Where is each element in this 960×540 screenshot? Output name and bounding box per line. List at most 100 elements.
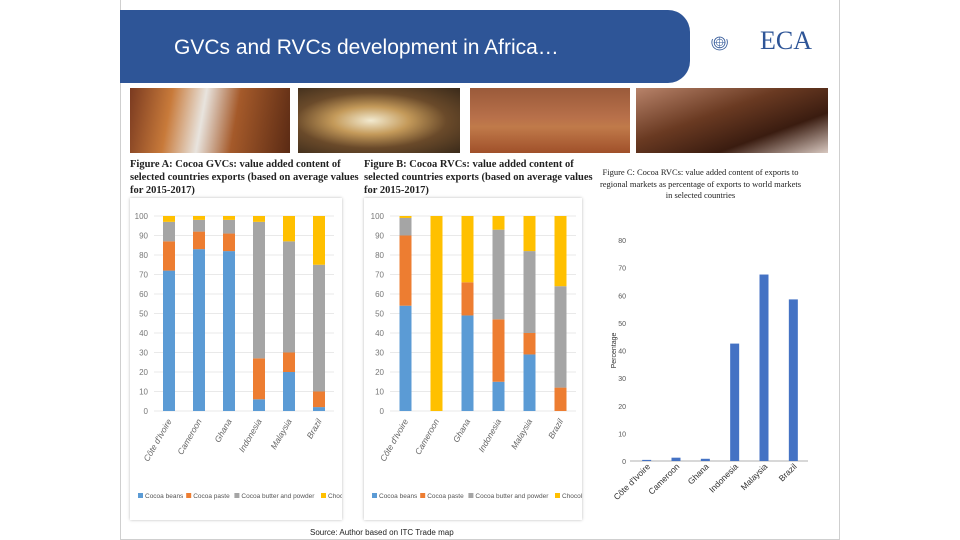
y-tick-label: 40 (375, 329, 384, 338)
bar-segment (492, 216, 505, 230)
bar-segment (523, 251, 536, 333)
bar-segment (253, 399, 265, 411)
x-category-label: Indonesia (476, 417, 503, 454)
y-axis-label: Percentage (611, 332, 618, 368)
y-tick-label: 10 (139, 388, 148, 397)
x-category-label: Cameroon (646, 461, 681, 496)
x-category-label: Cameroon (175, 417, 204, 457)
y-tick-label: 10 (375, 388, 384, 397)
y-tick-label: 0 (144, 407, 149, 416)
figure-a-panel: 0 10 20 30 40 50 60 70 80 90 100 Côte d'Ivoire Camer… (130, 198, 358, 520)
y-tick-label: 80 (139, 251, 148, 260)
cocoa-beans-powder-photo (470, 88, 630, 153)
bar-segment (492, 229, 505, 320)
legend-label: Cocoa beans (379, 493, 418, 500)
y-tick-label: 80 (375, 251, 384, 260)
bar-segment (430, 216, 443, 411)
bar-segment (193, 219, 205, 232)
bar-segment (399, 217, 412, 236)
bar-segment (492, 381, 505, 411)
legend-swatch (468, 493, 474, 498)
bar-segment (492, 319, 505, 382)
bar-segment (163, 221, 175, 242)
bar-segment (523, 333, 536, 355)
y-tick-label: 70 (139, 271, 148, 280)
y-tick-label: 20 (618, 404, 626, 411)
bar-segment (461, 282, 474, 316)
bar-segment (193, 216, 205, 220)
bar (730, 343, 740, 461)
y-tick-label: 100 (135, 212, 149, 221)
bar (788, 299, 798, 461)
bar-segment (461, 216, 474, 283)
y-tick-label: 60 (375, 290, 384, 299)
un-emblem-icon (711, 36, 728, 51)
y-tick-label: 30 (375, 349, 384, 358)
legend-swatch (186, 493, 192, 498)
slide-title: GVCs and RVCs development in Africa… (174, 36, 559, 59)
x-category-label: Côte d'Ivoire (611, 461, 652, 502)
bar-segment (253, 221, 265, 359)
y-tick-label: 90 (139, 232, 148, 241)
y-tick-label: 20 (139, 368, 148, 377)
figure-b-panel: 0 10 20 30 40 50 60 70 80 90 100 Côte d'Ivoire Camer… (364, 198, 592, 520)
bar-segment (283, 241, 295, 353)
y-tick-label: 50 (375, 310, 384, 319)
bar-segment (163, 270, 175, 411)
legend-label: Cocoa paste (427, 493, 464, 500)
bar-segment (399, 235, 412, 306)
bar-segment (223, 251, 235, 411)
figure-c-caption: Figure C: Cocoa RVCs: value added conten… (599, 167, 802, 200)
bar-segment (283, 216, 295, 242)
x-category-label: Brazil (546, 416, 566, 440)
bar-segment (283, 372, 295, 411)
figure-b-chart: 0 10 20 30 40 50 60 70 80 90 100 Côte d'Ivoire Camer… (371, 212, 592, 500)
source-note: Source: Author based on ITC Trade map (310, 528, 454, 537)
x-category-label: Côte d'Ivoire (378, 417, 411, 463)
x-category-label: Brazil (777, 461, 799, 483)
figure-c-panel: 0 10 20 30 40 50 60 70 80 Percentage Côte d'Ivoire… (598, 220, 813, 530)
legend-label: Cocoa butter and powder (241, 493, 315, 500)
legend-label: Cocoa paste (193, 493, 230, 500)
legend-swatch (138, 493, 143, 498)
bar-segment (313, 391, 325, 408)
y-tick-label: 60 (618, 293, 626, 300)
legend-swatch (420, 493, 426, 498)
bar-segment (253, 358, 265, 400)
chocolate-bars-photo (636, 88, 828, 153)
y-tick-label: 30 (618, 376, 626, 383)
y-tick-label: 10 (618, 431, 626, 438)
x-category-label: Malaysia (509, 417, 535, 451)
y-tick-label: 70 (618, 266, 626, 273)
legend-label: Cocoa beans (145, 493, 184, 500)
x-category-label: Ghana (451, 417, 473, 444)
figure-a-chart: 0 10 20 30 40 50 60 70 80 90 100 Côte d'Ivoire Camer… (135, 212, 358, 500)
legend-label: Cocoa butter and powder (475, 493, 549, 500)
bar-segment (523, 354, 536, 411)
bar-segment (554, 387, 567, 411)
x-category-label: Malaysia (268, 417, 294, 451)
bar-segment (399, 216, 412, 218)
bar-segment (223, 233, 235, 252)
eca-logo-text: ECA (760, 26, 812, 55)
bar-segment (523, 216, 536, 252)
figure-a-caption: Figure A: Cocoa GVCs: value added conten… (130, 159, 359, 196)
x-category-label: Indonesia (237, 417, 264, 454)
bar (759, 274, 769, 461)
bar-segment (554, 216, 567, 287)
bar-segment (193, 249, 205, 411)
bar-segment (193, 231, 205, 250)
bar (671, 457, 681, 461)
bar (700, 458, 710, 461)
bar-segment (163, 241, 175, 271)
y-tick-label: 70 (375, 271, 384, 280)
bar-segment (313, 264, 325, 392)
cocoa-pod-open-photo (298, 88, 460, 153)
y-tick-label: 30 (139, 349, 148, 358)
y-tick-label: 0 (622, 459, 626, 466)
bar-segment (313, 407, 325, 411)
y-tick-label: 50 (139, 310, 148, 319)
y-tick-label: 20 (375, 368, 384, 377)
bar-segment (461, 315, 474, 411)
bar-segment (399, 305, 412, 411)
